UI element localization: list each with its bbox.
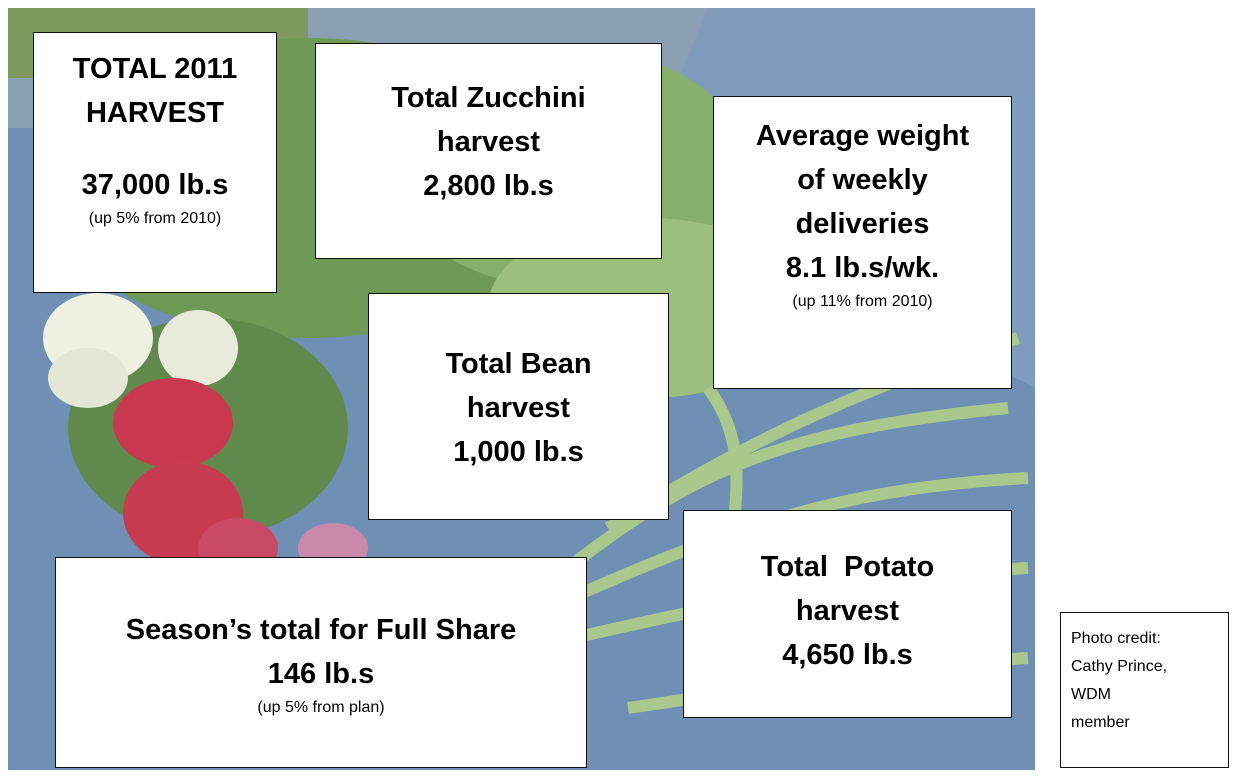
box-heading: deliveries <box>796 202 930 246</box>
box-heading: Total Potato <box>761 545 934 589</box>
box-heading: harvest <box>437 120 540 164</box>
box-heading: TOTAL 2011 <box>73 47 237 91</box>
box-figure: 2,800 lb.s <box>423 164 554 208</box>
box-figure: 8.1 lb.s/wk. <box>786 246 939 290</box>
box-heading: harvest <box>467 386 570 430</box>
box-heading: of weekly <box>797 158 928 202</box>
box-heading: Average weight <box>756 114 969 158</box>
box-heading: Season’s total for Full Share <box>126 608 517 652</box>
box-heading: Total Bean <box>445 342 591 386</box>
box-figure: 4,650 lb.s <box>782 633 913 677</box>
box-heading: HARVEST <box>86 91 224 135</box>
box-heading: Total Zucchini <box>391 76 585 120</box>
box-figure: 1,000 lb.s <box>453 430 584 474</box>
box-heading: harvest <box>796 589 899 633</box>
credit-line: Cathy Prince, <box>1071 653 1228 681</box>
credit-line: WDM <box>1071 681 1228 709</box>
credit-line: Photo credit: <box>1071 625 1228 653</box>
box-figure: 146 lb.s <box>268 652 374 696</box>
box-note: (up 11% from 2010) <box>792 290 932 314</box>
page: TOTAL 2011HARVEST37,000 lb.s(up 5% from … <box>0 0 1233 776</box>
box-note: (up 5% from 2010) <box>89 207 222 231</box>
box-note: (up 5% from plan) <box>257 696 384 720</box>
box-figure: 37,000 lb.s <box>82 163 229 207</box>
credit-line: member <box>1071 709 1228 737</box>
